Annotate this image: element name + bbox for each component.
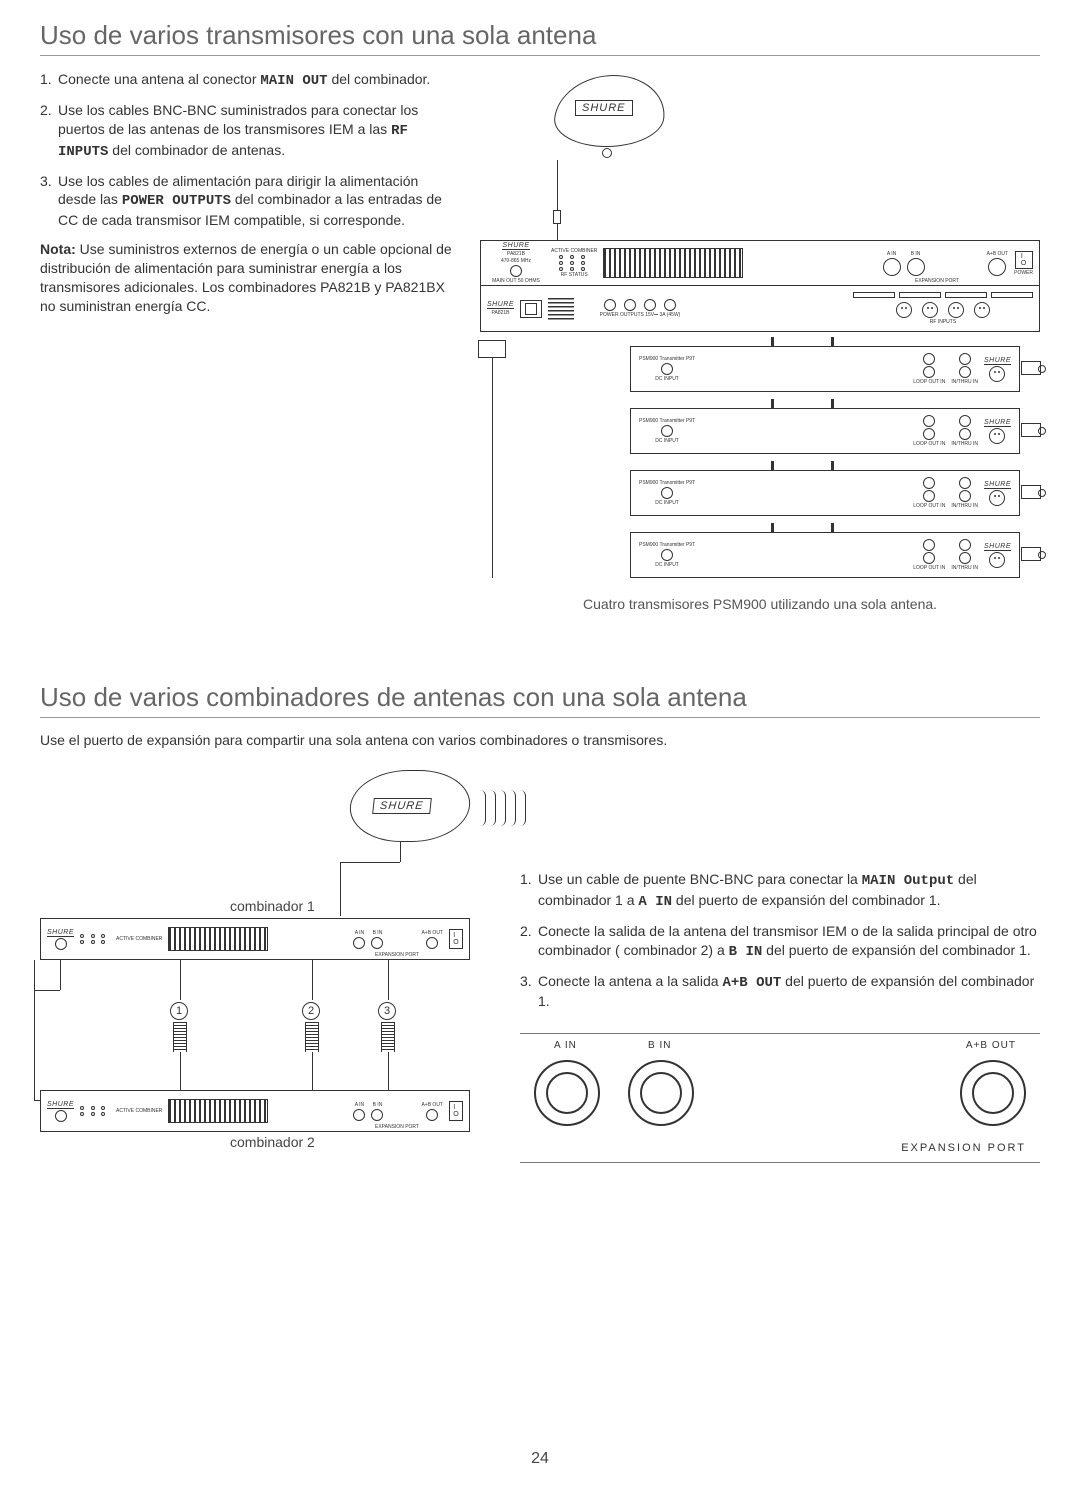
plug-icon [1021,361,1041,375]
step-marker-3: 3 [378,1002,396,1020]
step-item: Use los cables BNC-BNC suministrados par… [40,101,460,162]
section2-right: Use un cable de puente BNC-BNC para cone… [520,770,1040,1163]
power-label: POWER [1014,270,1033,276]
expport-label: EXPANSION PORT [915,278,959,284]
about-label: A+B OUT [987,251,1009,257]
poweroutputs-label: POWER OUTPUTS 15V⎓ 3A (45W) [600,312,681,318]
section1-text-col: Conecte una antena al conector MAIN OUT … [40,70,460,612]
combiner-front: SHURE PA821B 470-865 MHz MAIN OUT 50 OHM… [480,240,1040,286]
section2-steps: Use un cable de puente BNC-BNC para cone… [520,870,1040,1011]
iec-icon [520,300,542,318]
freq-label: 470-865 MHz [501,258,531,264]
brand-label: SHURE [372,798,431,814]
diagram-transmitters: SHURE SHURE PA821B 470-865 MHz MAIN OUT … [480,70,1040,590]
section1-note: Nota: Use suministros externos de energí… [40,240,460,316]
brand-label: SHURE [575,100,633,116]
step-item: Conecte la antena a la salida A+B OUT de… [520,972,1040,1012]
step-item: Conecte una antena al conector MAIN OUT … [40,70,460,91]
mainout-label: MAIN OUT 50 OHMS [492,278,540,284]
transmitter-stack: PSM900 Transmitter P9TDC INPUT LOOP OUT … [630,346,1020,594]
section2-intro: Use el puerto de expansión para comparti… [40,732,1040,748]
active-label: ACTIVE COMBINER [551,248,597,254]
step-item: Use los cables de alimentación para diri… [40,172,460,231]
step-marker-2: 2 [302,1002,320,1020]
step-marker-1: 1 [170,1002,188,1020]
step-item: Use un cable de puente BNC-BNC para cone… [520,870,1040,912]
dc-label: DC INPUT [655,376,679,382]
transmitter-unit: PSM900 Transmitter P9TDC INPUT LOOP OUT … [630,346,1020,392]
section1-title: Uso de varios transmisores con una sola … [40,20,1040,56]
section2-title: Uso de varios combinadores de antenas co… [40,682,1040,718]
note-text: Use suministros externos de energía o un… [40,241,452,314]
diagram-expansion-port: A IN B IN A+B OUT EXPANSION PORT [520,1033,1040,1163]
model-label: PA821B [492,310,510,316]
bin-label: B IN [911,251,921,257]
expansion-port-label: EXPANSION PORT [901,1142,1026,1154]
combiner-unit-1: SHURE ACTIVE COMBINER A IN B IN A+B OUT … [40,918,470,960]
combiner-unit-2: SHURE ACTIVE COMBINER A IN B IN A+B OUT … [40,1090,470,1132]
brand-small: SHURE [502,242,529,250]
step-item: Conecte la salida de la antena del trans… [520,922,1040,962]
combiner2-label: combinador 2 [230,1134,315,1150]
rf-waves-icon [480,790,526,826]
transmitter-unit: PSM900 Transmitter P9TDC INPUT LOOP OUT … [630,470,1020,516]
section1-steps: Conecte una antena al conector MAIN OUT … [40,70,460,230]
port-a-label: A IN [554,1040,577,1051]
port-b-label: B IN [648,1040,671,1051]
combiner1-label: combinador 1 [230,898,315,914]
section1-diagram-col: SHURE SHURE PA821B 470-865 MHz MAIN OUT … [480,70,1040,612]
brand-small: SHURE [487,301,514,309]
port-b-icon [628,1060,694,1126]
ain-label: A IN [887,251,896,257]
vent-icon [603,248,743,278]
plug-icon [478,340,506,358]
antenna-icon: SHURE [530,70,670,165]
transmitter-unit: PSM900 Transmitter P9TDC INPUT LOOP OUT … [630,408,1020,454]
rack: SHURE PA821B 470-865 MHz MAIN OUT 50 OHM… [480,240,1040,332]
transmitter-unit: PSM900 Transmitter P9TDC INPUT LOOP OUT … [630,532,1020,578]
tx-model: PSM900 Transmitter P9T [639,356,695,362]
antenna-icon: SHURE [350,770,470,842]
combiner-back: SHUREPA821B POWER OUTPUTS 15V⎓ 3A (45W) … [480,286,1040,332]
port-a-icon [534,1060,600,1126]
port-ab-icon [960,1060,1026,1126]
section1-body: Conecte una antena al conector MAIN OUT … [40,70,1040,612]
rfinputs-label: RF INPUTS [930,319,956,325]
port-ab-label: A+B OUT [966,1040,1016,1051]
section2-body: SHURE combinador 1 SHURE ACTIVE COMBINER… [40,770,1040,1163]
brand-small: SHURE [984,357,1011,365]
page-number: 24 [531,1450,549,1468]
diagram-combiners: SHURE combinador 1 SHURE ACTIVE COMBINER… [40,770,480,1150]
note-label: Nota: [40,241,76,257]
model-label: PA821B [507,251,525,257]
diagram1-caption: Cuatro transmisores PSM900 utilizando un… [480,596,1040,612]
